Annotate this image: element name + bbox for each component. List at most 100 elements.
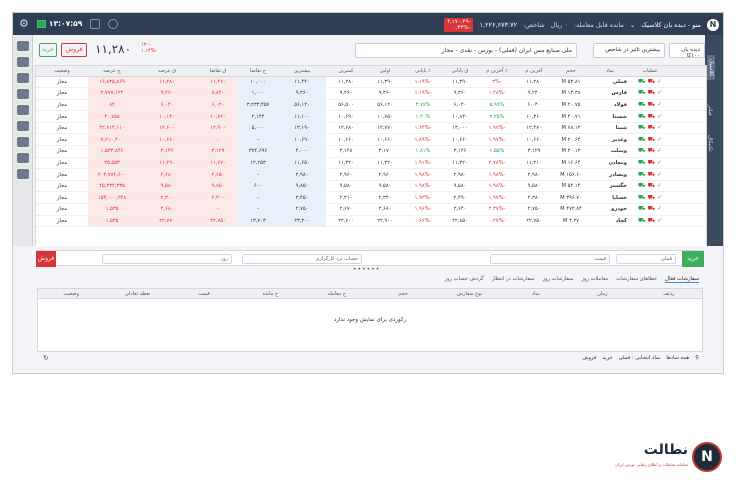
cart-icon[interactable]: ⛟ (638, 205, 646, 213)
orders-column-header[interactable]: ح مانده (262, 291, 279, 297)
menu-title[interactable]: منو - دیده بان کلاسیک (641, 21, 701, 29)
orders-column-header[interactable]: ردیف (663, 291, 675, 297)
calculator-icon[interactable] (16, 153, 29, 163)
column-header[interactable]: نماد (590, 66, 630, 77)
orders-column-header[interactable]: زمان (597, 291, 608, 297)
row-checkbox[interactable] (670, 133, 706, 147)
row-checkbox[interactable] (670, 157, 706, 170)
table-row[interactable]: ✓ ⛟ ⛟ خودرو ۴۷۲.۸۴ M ۲,۷۵۰ -۲.۳۷% ۲,۶۴۰ -۱.۹۶%… (36, 203, 706, 216)
table-row[interactable]: ✓ ⛟ ⛟ کچاد ۴.۲۷ M ۲۲,۷۵۰ -۰.۲۷% ۲۲,۸۵۰ -۰.۶۶% ۲… (36, 215, 706, 228)
table-row[interactable]: ✓ ⛟ ⛟ وبصادر ۱۵۶.۶۰ M ۲,۹۸۰ -۱.۹۸% ۲,۹۸۰ -۱.۹۸… (36, 168, 706, 181)
column-header[interactable]: وضعیت (36, 66, 88, 77)
cart-icon[interactable]: ⛟ (638, 147, 646, 155)
column-header[interactable]: ق تقاضا (198, 66, 238, 77)
column-header[interactable]: اولین (366, 66, 404, 77)
chart-icon[interactable]: ✓ (656, 124, 662, 132)
chart-icon[interactable]: ✓ (656, 135, 662, 143)
column-header[interactable]: ٪ آخرین م (478, 66, 516, 77)
column-header[interactable]: ح تقاضا (238, 66, 278, 77)
sort-select[interactable]: بیشترین تاثیر در شاخص (593, 43, 665, 58)
cart-icon[interactable]: ⛟ (647, 89, 656, 97)
cart-icon[interactable]: ⛟ (647, 77, 656, 85)
row-checkbox[interactable] (670, 180, 706, 193)
chart-icon[interactable]: ✓ (656, 158, 662, 166)
sell-button[interactable]: فروش (61, 43, 87, 57)
table-row[interactable]: ✓ ⛟ ⛟ فارس ۱۳.۳۸ M ۹,۲۴۰ -۱.۴۸% ۹,۳۶۰ -۱.۱۹% ۹,… (36, 87, 706, 100)
orders-column-header[interactable]: قیمت (198, 291, 210, 297)
table-row[interactable]: ✓ ⛟ ⛟ شپنا ۷۸.۱۲ M ۱۲,۴۷۰ -۱.۹۷% ۱۳,۰۰۰ -۱.۶۴%… (36, 122, 706, 135)
orders-column-header[interactable]: وضعیت (63, 291, 79, 297)
table-row[interactable]: ✓ ⛟ ⛟ وغدیر ۲۰.۶۴ M ۱۰,۶۶۰ -۱.۹۷% ۱۰,۶۶۰ -۱.۸۹… (36, 133, 706, 147)
tab-orders[interactable]: معاملات روز (581, 276, 609, 282)
tab-orders[interactable]: سفارشات روز (542, 276, 574, 282)
header-cell-checkbox[interactable] (670, 66, 706, 77)
cart-icon[interactable]: ⛟ (638, 170, 646, 178)
cart-icon[interactable]: ⛟ (638, 89, 646, 97)
cart-icon[interactable]: ⛟ (647, 135, 656, 143)
orders-column-header[interactable]: نوع سفارش (456, 291, 483, 297)
cart-icon[interactable]: ⛟ (647, 124, 656, 132)
filter-sell[interactable]: فروش (582, 355, 597, 361)
news-icon[interactable] (16, 57, 29, 67)
tab-orders[interactable]: سفارشات فعال (665, 275, 699, 283)
row-checkbox[interactable] (670, 122, 706, 135)
watchlist-select[interactable]: دیده بان ۱۰۰کا (669, 43, 705, 59)
cart-icon[interactable]: ⛟ (647, 182, 656, 190)
filter-all[interactable]: همه نمادها (666, 355, 690, 361)
order-sell-button[interactable]: فروش (36, 251, 56, 267)
symbol-search-input[interactable]: ملی صنایع مس ایران (فملی) - بورس - نقدی … (355, 43, 577, 58)
column-header[interactable]: ق پایانی (442, 66, 478, 77)
report-icon[interactable] (16, 169, 29, 179)
cart-icon[interactable]: ⛟ (638, 112, 646, 120)
cart-icon[interactable]: ⛟ (647, 147, 656, 155)
table-row[interactable]: ✓ ⛟ ⛟ ومعادن ۱۶.۶۴ M ۱۱,۲۱۰ -۲.۷۸% ۱۱,۳۲۰ -۱.۹… (36, 157, 706, 170)
bag-icon[interactable] (16, 73, 29, 83)
table-row[interactable]: ✓ ⛟ ⛟ فملی ۵۳.۸۱ M ۱۱,۲۸۰ -۳% ۱۱,۳۹۰ -۱.۱۹% ۱۱,… (36, 76, 706, 89)
column-header[interactable]: بیشترین (278, 66, 326, 77)
table-row[interactable]: ✓ ⛟ ⛟ فولاد ۲۰.۷۵ M ۶,۰۴۰ ۵.۹۹% ۶,۰۴۰ ۳.۷۷% ۵۶,… (36, 99, 706, 112)
flask-icon[interactable] (16, 105, 29, 115)
table-row[interactable]: ✓ ⛟ ⛟ خساپا ۳۹۶.۷۰ M ۲,۳۸۰ -۱.۹۷% ۲,۴۹۰ -۱.۹۲%… (36, 191, 706, 205)
table-row[interactable]: ✓ ⛟ ⛟ خگستر ۵۴.۱۴ M ۹,۵۸۰ -۱.۹۸% ۹,۵۸۰ -۱.۹۸% ۹… (36, 180, 706, 193)
table-icon[interactable] (16, 89, 29, 99)
row-checkbox[interactable] (670, 110, 706, 123)
buy-button[interactable]: خرید (39, 43, 57, 57)
column-header[interactable]: کمترین (326, 66, 366, 77)
tab-technical[interactable]: تکنیکال (707, 135, 713, 152)
filter-icon[interactable]: ⚲ (695, 355, 699, 361)
chart-icon[interactable]: ✓ (656, 216, 662, 224)
cart-icon[interactable]: ⛟ (638, 124, 646, 132)
chart-icon[interactable]: ✓ (656, 170, 662, 178)
filter-buy[interactable]: خرید (602, 355, 613, 361)
column-header[interactable]: عملیات (630, 66, 670, 77)
row-checkbox[interactable] (670, 145, 706, 158)
chart-icon[interactable]: ✓ (656, 205, 662, 213)
cart-icon[interactable]: ⛟ (638, 135, 646, 143)
cart-icon[interactable]: ⛟ (638, 216, 646, 224)
cart-icon[interactable]: ⛟ (638, 182, 646, 190)
app-logo-icon[interactable]: N (707, 19, 719, 31)
validity-select[interactable]: روز (102, 254, 232, 264)
chart-icon[interactable]: ✓ (656, 182, 662, 190)
chart-icon[interactable]: ✓ (656, 193, 662, 201)
gear-icon[interactable]: ⚙ (19, 17, 29, 30)
orders-column-header[interactable]: ح معامله (327, 291, 346, 297)
column-header[interactable]: ٪ پایانی (404, 66, 442, 77)
cart-icon[interactable]: ⛟ (647, 100, 656, 108)
row-checkbox[interactable] (670, 87, 706, 100)
chart-icon[interactable]: ✓ (656, 77, 662, 85)
cart-icon[interactable]: ⛟ (647, 216, 656, 224)
chart-icon[interactable]: ✓ (656, 147, 662, 155)
row-checkbox[interactable] (670, 191, 706, 205)
chart-icon[interactable]: ✓ (656, 112, 662, 120)
refresh-icon[interactable]: ↻ (43, 354, 49, 362)
message-icon[interactable] (16, 137, 29, 147)
account-select[interactable]: حساب نزد کارگزاری (242, 254, 362, 264)
cart-icon[interactable]: ⛟ (647, 170, 656, 178)
tab-orders[interactable]: سفارشات در انتظار (491, 276, 535, 282)
chart-icon[interactable]: ✓ (656, 89, 662, 97)
row-checkbox[interactable] (670, 203, 706, 216)
row-checkbox[interactable] (670, 168, 706, 181)
table-row[interactable]: ✓ ⛟ ⛟ شستا ۴۰.۷۱ M ۱۰,۳۶۰ ۲.۲۵% ۱۰,۸۳۰ ۱.۴۰% ۱۰… (36, 110, 706, 123)
chart-icon[interactable]: ✓ (656, 100, 662, 108)
